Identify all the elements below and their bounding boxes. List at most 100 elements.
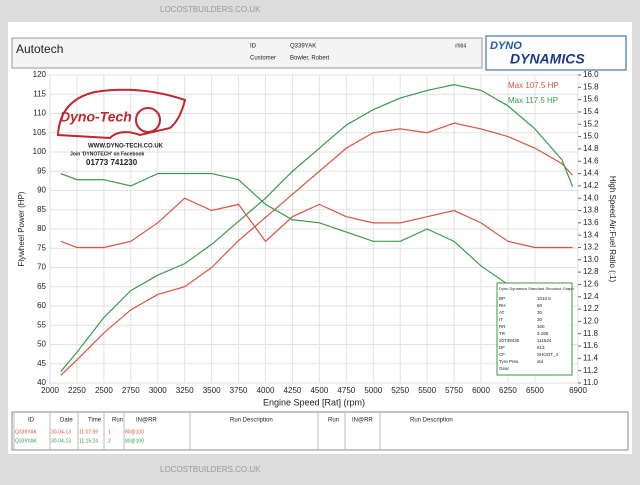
y-tick-label: 110 [33,109,46,118]
y2-tick-label: 12.4 [583,292,599,301]
x-tick-label: 4250 [284,386,302,395]
table-cell: 30-04-13 [51,438,71,444]
y2-tick-label: 11.4 [583,353,599,362]
y2-tick-label: 13.2 [583,243,599,252]
table-header: Date [60,418,73,424]
table-cell: 11:15:24 [79,438,98,444]
y-tick-label: 70 [37,263,46,272]
x-tick-label: 6500 [526,386,544,395]
settings-box [496,282,573,376]
y2-tick-label: 14.6 [583,156,599,165]
y-tick-label: 60 [37,301,46,310]
y2-tick-label: 15.4 [583,107,599,116]
logo-phone: 01773 741230 [86,158,138,167]
settings-cell: BP [499,296,505,301]
table-cell: Q339YAK [15,429,38,435]
table-cell: Q339YAK [15,438,38,444]
max-annotation: Max 107.5 HP [508,81,559,90]
x-tick-label: 5500 [418,386,436,395]
y-tick-label: 65 [37,282,46,291]
x-tick-label: 3000 [149,386,167,395]
y2-tick-label: 11.0 [583,378,599,387]
series-line [60,172,509,285]
settings-cell: TR [499,331,506,336]
table-cell: 80@100 [125,429,144,435]
settings-cell: Gear [499,366,510,371]
x-tick-label: 3250 [176,386,194,395]
x-tick-label: 5250 [391,386,409,395]
y-tick-label: 105 [33,128,47,137]
header-box [11,37,483,69]
y-axis-label: Flywheel Power (HP) [17,191,26,266]
settings-cell: 100 [537,324,545,329]
company: Autotech [16,42,63,56]
y-tick-label: 50 [37,340,46,349]
brand: DYNO [490,40,522,52]
logo-facebook: Join 'DYNOTECH' on Facebook [70,151,145,157]
x-tick-label: 2250 [68,386,86,395]
brand: DYNAMICS [510,51,585,67]
y-tick-label: 75 [37,243,46,252]
logo-car [56,88,187,140]
settings-cell: 30 [537,317,543,322]
y2-tick-label: 12.2 [583,304,599,313]
logo-name: Dyno-Tech [60,109,132,125]
settings-cell: IT [499,317,503,322]
settings-cell: 813 [537,345,545,350]
series-line [60,197,573,249]
table-header: Run [328,418,339,424]
x-tick-label: 3750 [230,386,248,395]
settings-cell: RH [499,303,506,308]
x-tick-label: 6250 [499,386,517,395]
table-header: IN@RR [136,418,157,424]
x-tick-label: 2750 [122,386,140,395]
y-tick-label: 40 [37,378,46,387]
settings-cell: SHOOT_4 [537,352,559,357]
settings-title: Dyno Dynamics Standard Shootout Graph [499,286,574,291]
y-tick-label: 90 [37,186,46,195]
max-annotation: Max 117.5 HP [508,96,558,105]
logo-wheel [135,107,161,133]
table-header: IN@RR [352,418,373,424]
table-header: Time [88,418,102,424]
y2-tick-label: 12.6 [583,280,599,289]
y2-tick-label: 14.8 [583,144,599,153]
settings-cell: 60 [537,303,543,308]
y2-tick-label: 14.2 [583,181,599,190]
y2-tick-label: 15.8 [583,82,599,91]
y2-tick-label: 13.4 [583,230,599,239]
y2-tick-label: 11.8 [583,329,599,338]
y2-tick-label: 13.6 [583,218,599,227]
settings-cell: Tyre Pres. [499,359,520,364]
id-label: ID [250,44,257,50]
x-tick-label: 6900 [569,386,587,395]
customer-label: Customer [250,56,276,62]
table-header: Run Description [410,418,453,424]
y-tick-label: 115 [33,89,46,98]
y2-tick-label: 12.8 [583,267,599,276]
logo: Dyno-Tech WWW.DYNO-TECH.CO.UK Join 'DYNO… [56,88,187,167]
y-tick-label: 95 [37,166,46,175]
y-tick-label: 100 [33,147,47,156]
y2-tick-label: 11.6 [583,341,599,350]
x-axis-label: Engine Speed [Rat] (rpm) [263,397,365,407]
y2-tick-label: 12.0 [583,317,599,326]
y2-tick-label: 15.0 [583,132,599,141]
settings-cell: RR [499,324,506,329]
table-cell: 30-04-13 [51,429,71,435]
settings-cell: 20T38430 [499,338,520,343]
y-tick-label: 120 [33,70,47,79]
settings-cell: CF [499,352,505,357]
y2-tick-label: 14.0 [583,193,599,202]
table-header: Run [112,418,123,424]
x-tick-label: 5000 [364,386,382,395]
x-tick-label: 4000 [257,386,275,395]
y2-tick-label: 13.0 [583,255,599,264]
table-header: Run Description [230,418,273,424]
x-tick-label: 2000 [41,386,59,395]
series-line [60,122,574,376]
y-tick-label: 80 [37,224,46,233]
settings-cell: 1010.5 [537,296,551,301]
watermark: LOCOSTBUILDERS.CO.UK [160,5,261,14]
table-cell: 1 [108,429,111,435]
